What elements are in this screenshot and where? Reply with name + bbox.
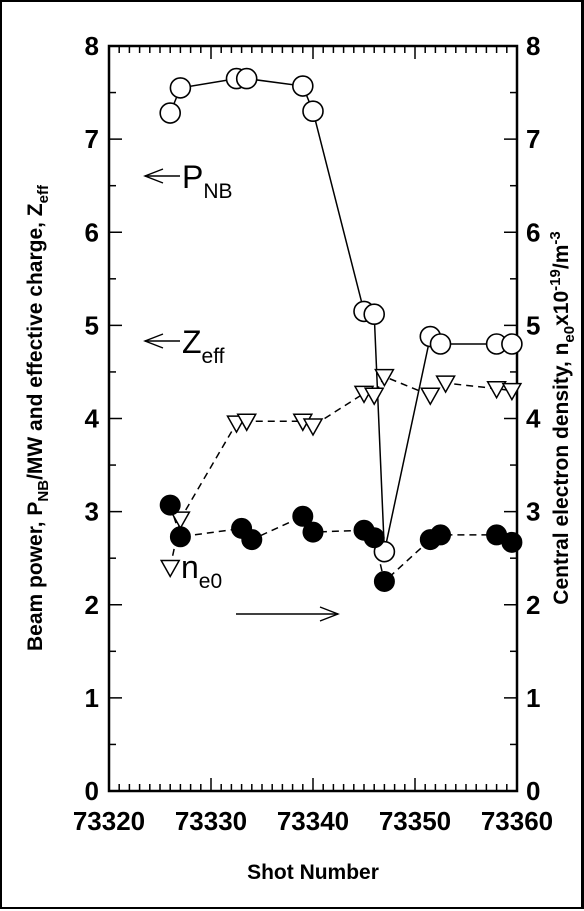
ne0-point bbox=[430, 524, 451, 546]
y-left-tick-label: 4 bbox=[85, 404, 100, 434]
ne0-point bbox=[373, 570, 395, 592]
y-left-tick-label: 2 bbox=[85, 590, 99, 620]
zeff-point bbox=[374, 368, 395, 388]
y-left-tick-label: 5 bbox=[85, 310, 99, 340]
y-right-tick-label: 2 bbox=[526, 590, 540, 620]
zeff-point bbox=[486, 380, 507, 400]
annotation-arrow-head bbox=[319, 606, 340, 622]
ne0-point bbox=[302, 521, 324, 543]
y-left-tick-label: 8 bbox=[85, 31, 99, 61]
y-right-tick-label: 0 bbox=[526, 776, 540, 806]
ne0-label: ne0 bbox=[181, 549, 222, 593]
y-right-axis-title: Central electron density, ne0x10-19/m-3 bbox=[547, 231, 578, 604]
pnb-point bbox=[429, 333, 452, 355]
x-tick-label: 73320 bbox=[73, 806, 145, 836]
y-right-tick-label: 3 bbox=[526, 497, 540, 527]
y-right-tick-label: 4 bbox=[526, 404, 541, 434]
y-right-tick-label: 5 bbox=[526, 310, 540, 340]
zeff-label: Zeff bbox=[182, 324, 225, 368]
ne0-point bbox=[501, 531, 523, 553]
ne0-point bbox=[292, 505, 314, 527]
y-left-tick-label: 6 bbox=[85, 217, 99, 247]
x-axis-title: Shot Number bbox=[247, 861, 379, 884]
y-left-tick-label: 0 bbox=[85, 776, 99, 806]
zeff-point bbox=[170, 511, 191, 530]
y-right-tick-label: 8 bbox=[526, 31, 540, 61]
pnb-point bbox=[169, 77, 192, 99]
zeff-point bbox=[435, 375, 456, 394]
y-right-tick-label: 1 bbox=[526, 683, 540, 713]
pnb-line bbox=[169, 77, 512, 552]
series-lines bbox=[169, 77, 513, 583]
zeff-point bbox=[159, 559, 181, 579]
annotation-arrow-head bbox=[143, 333, 164, 349]
x-tick-label: 73360 bbox=[481, 806, 553, 836]
ne0-point bbox=[169, 526, 191, 548]
series-annotations: PNB Zeff ne0 bbox=[143, 159, 340, 622]
ne0-point bbox=[159, 494, 181, 516]
y-right-tick-label: 6 bbox=[526, 217, 540, 247]
ne0-point bbox=[363, 527, 385, 549]
pnb-point bbox=[302, 100, 324, 122]
axis-titles: Shot Number Beam power, PNB/MW and effect… bbox=[24, 184, 578, 884]
pnb-point bbox=[363, 303, 386, 326]
zeff-point bbox=[501, 382, 523, 402]
x-tick-label: 73350 bbox=[379, 806, 451, 836]
y-left-tick-label: 3 bbox=[85, 497, 99, 527]
ne0-point bbox=[241, 529, 263, 551]
zeff-point bbox=[363, 387, 385, 406]
pnb-label: PNB bbox=[182, 159, 233, 203]
y-left-axis-title: Beam power, PNB/MW and effective charge,… bbox=[24, 184, 52, 651]
pnb-point bbox=[235, 67, 258, 90]
y-left-tick-label: 7 bbox=[85, 124, 99, 154]
tick-labels: 73320 73330 73340 73350 73360012345678012345… bbox=[73, 31, 553, 836]
series-markers bbox=[159, 67, 523, 592]
y-right-tick-label: 7 bbox=[526, 124, 540, 154]
x-tick-label: 73340 bbox=[277, 806, 349, 836]
y-left-tick-label: 1 bbox=[85, 683, 99, 713]
x-tick-label: 73330 bbox=[175, 806, 247, 836]
axis-ticks bbox=[108, 45, 518, 792]
pnb-point bbox=[159, 102, 181, 124]
zeff-point bbox=[420, 387, 441, 406]
pnb-point bbox=[291, 75, 314, 97]
zeff-line bbox=[169, 375, 512, 568]
pnb-point bbox=[501, 333, 523, 355]
zeff-point bbox=[302, 418, 324, 437]
zeff-point bbox=[236, 413, 257, 432]
annotation-arrow-head bbox=[143, 168, 164, 184]
